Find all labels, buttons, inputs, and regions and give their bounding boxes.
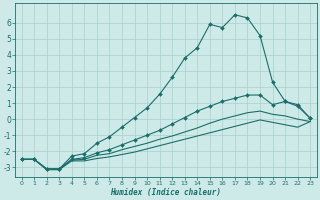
X-axis label: Humidex (Indice chaleur): Humidex (Indice chaleur) [110,188,221,197]
